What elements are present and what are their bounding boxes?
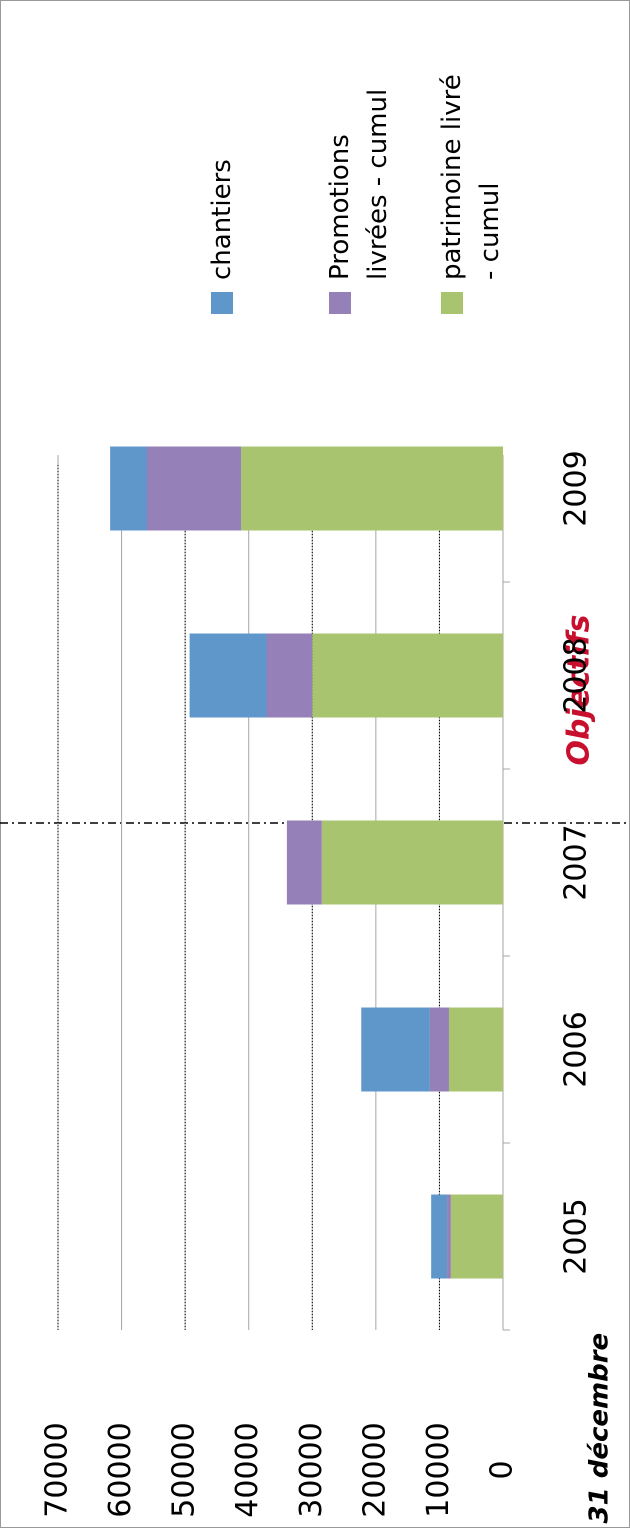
bar-segment: [450, 1194, 503, 1279]
bar-segment: [321, 820, 503, 905]
x-tick-label: 2007: [559, 824, 594, 900]
legend-swatch: [211, 292, 233, 314]
legend-swatch: [441, 292, 463, 314]
bar-segment: [286, 820, 322, 905]
legend-label: Promotions livrées - cumul: [325, 89, 393, 280]
bar-segment: [448, 1007, 503, 1092]
bar-segment: [361, 1007, 430, 1092]
x-tick-label: 2005: [559, 1198, 594, 1274]
x-tick-label: 2006: [559, 1011, 594, 1087]
legend-label: patrimoine livré - cumul: [437, 74, 505, 280]
legend-label: chantiers: [207, 159, 237, 280]
y-tick-label: 10000: [421, 1422, 456, 1517]
bar-segment: [312, 633, 503, 718]
y-tick-label: 20000: [357, 1422, 392, 1517]
bar-segment: [429, 1007, 449, 1092]
legend-line: - cumul: [475, 183, 505, 280]
y-tick-label: 60000: [103, 1422, 138, 1517]
legend-line: livrées - cumul: [363, 89, 393, 280]
date-note: Au 31 décembre: [585, 1333, 615, 1528]
objectives-label: Objectifs: [562, 615, 597, 766]
bar-segment: [431, 1194, 448, 1279]
legend-line: Promotions: [325, 134, 355, 280]
y-tick-label: 0: [485, 1460, 520, 1479]
bar-segment: [147, 446, 242, 531]
x-tick-label: 2008: [559, 637, 594, 713]
bar-segment: [189, 633, 267, 718]
bar-segment: [110, 446, 147, 531]
y-tick-label: 50000: [167, 1422, 202, 1517]
legend-line: patrimoine livré: [437, 74, 467, 280]
legend-line: chantiers: [207, 159, 237, 280]
bar-segment: [266, 633, 313, 718]
bar-segment: [241, 446, 504, 531]
y-tick-label: 70000: [40, 1422, 75, 1517]
y-tick-label: 30000: [294, 1422, 329, 1517]
bar-segment: [447, 1194, 451, 1279]
y-tick-label: 40000: [230, 1422, 265, 1517]
x-tick-label: 2009: [559, 450, 594, 526]
legend-swatch: [329, 292, 351, 314]
